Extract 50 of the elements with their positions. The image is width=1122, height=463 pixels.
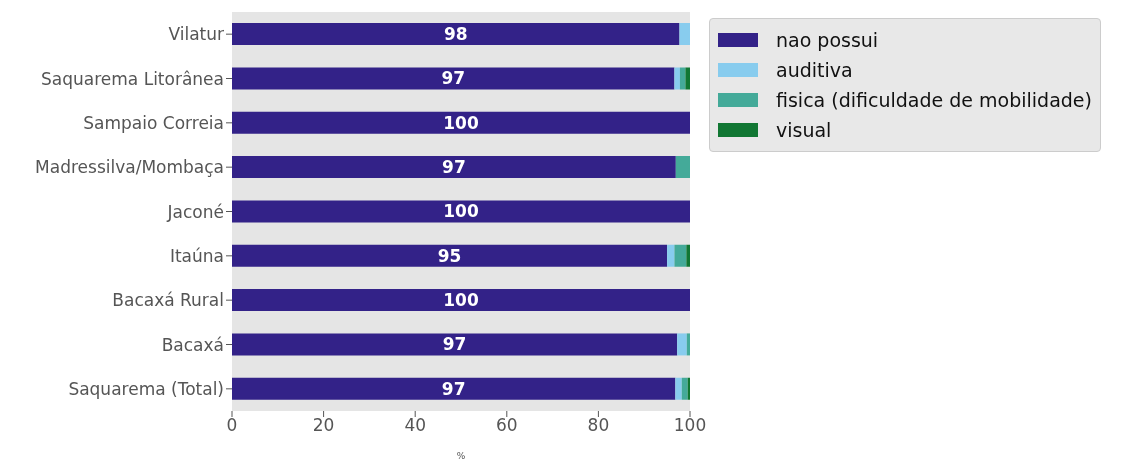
data-label: 97 <box>441 68 466 89</box>
x-tick-label: 60 <box>495 415 518 436</box>
bar <box>679 67 686 90</box>
bar <box>232 111 690 134</box>
bar <box>679 23 690 46</box>
bar <box>675 156 690 179</box>
data-label: 95 <box>437 245 462 266</box>
y-tick-label: Bacaxá <box>161 334 224 355</box>
bar <box>232 289 690 312</box>
bar <box>681 377 688 400</box>
bar <box>674 67 680 90</box>
y-tick-label: Bacaxá Rural <box>112 290 224 311</box>
y-tick-label: Vilatur <box>168 24 224 45</box>
y-tick-label: Saquarema (Total) <box>68 378 224 399</box>
y-tick-label: Sampaio Correia <box>83 112 224 133</box>
legend-label: nao possui <box>776 29 879 51</box>
bar <box>232 67 675 90</box>
bar <box>686 244 690 267</box>
y-tick-label: Madressilva/Mombaça <box>35 157 224 178</box>
y-tick-label: Jaconé <box>166 201 224 222</box>
bar <box>232 23 680 46</box>
legend-label: visual <box>776 119 832 141</box>
legend-label: fisica (dificuldade de mobilidade) <box>776 89 1092 111</box>
bar <box>232 377 676 400</box>
bar <box>675 377 682 400</box>
x-tick-label: 100 <box>673 415 707 436</box>
data-label: 100 <box>443 112 479 133</box>
x-tick-label: 80 <box>587 415 610 436</box>
y-tick-label: Itaúna <box>169 245 224 266</box>
legend-label: auditiva <box>776 59 853 81</box>
bar <box>667 244 675 267</box>
x-axis-title: % <box>456 451 466 461</box>
bar <box>232 200 690 223</box>
bar <box>677 333 687 356</box>
data-label: 97 <box>441 378 466 399</box>
data-label: 100 <box>443 201 479 222</box>
data-label: 97 <box>442 157 466 178</box>
data-label: 98 <box>443 24 468 45</box>
bar <box>232 156 676 179</box>
bar <box>685 67 690 90</box>
bar <box>674 244 687 267</box>
y-tick-label: Saquarema Litorânea <box>41 68 224 89</box>
x-tick-label: 20 <box>312 415 335 436</box>
x-tick-label: 40 <box>404 415 427 436</box>
bar <box>232 333 678 356</box>
bar <box>232 244 668 267</box>
x-tick-label: 0 <box>226 415 238 436</box>
data-label: 97 <box>442 334 467 355</box>
bar <box>686 333 690 356</box>
data-label: 100 <box>443 290 479 311</box>
